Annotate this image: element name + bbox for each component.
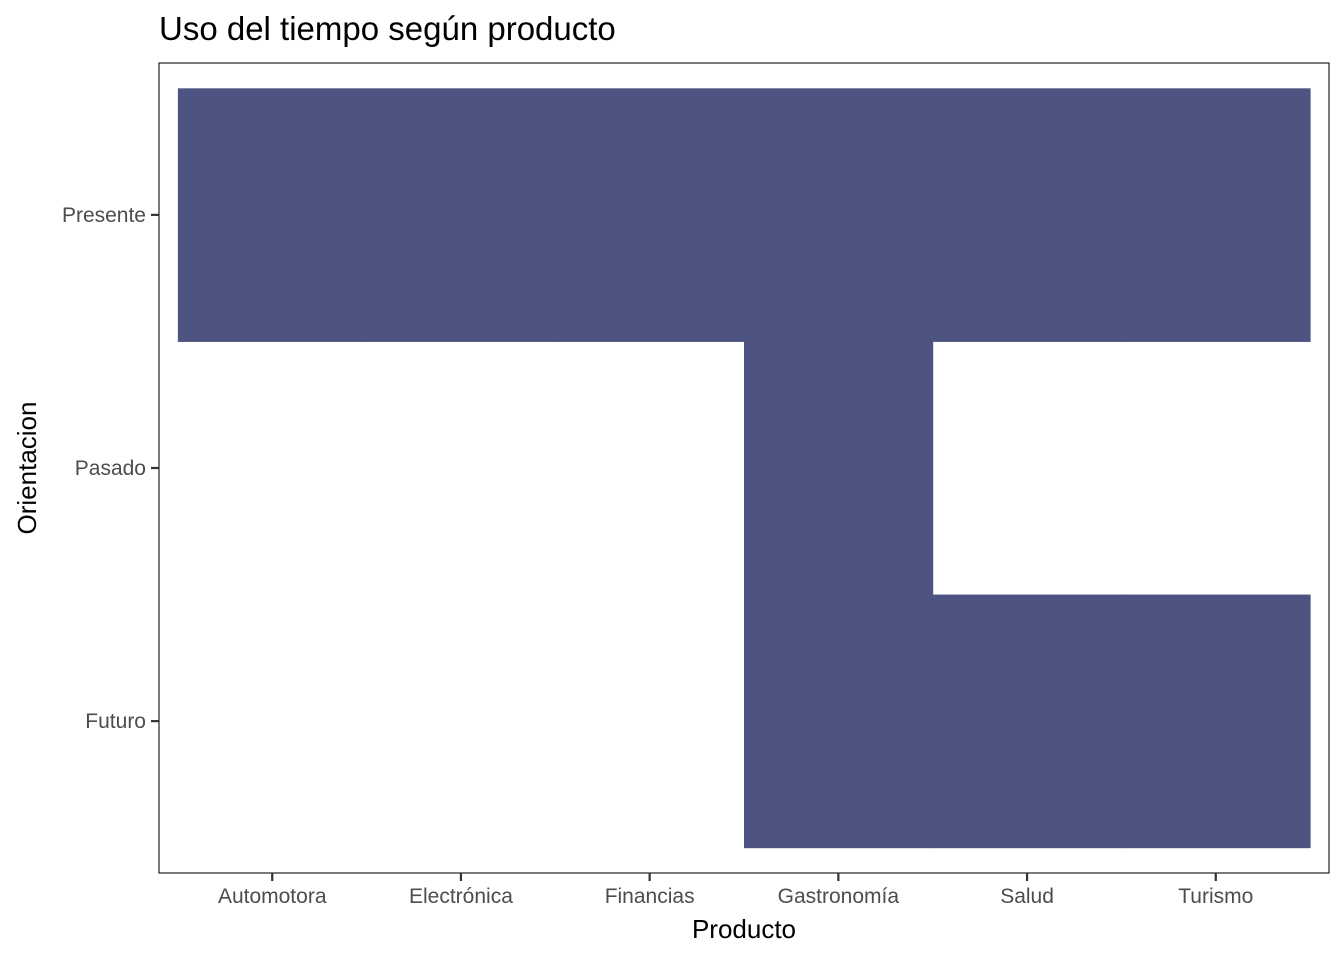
- x-tick-label-salud: Salud: [1000, 885, 1054, 908]
- tile-layer: [177, 88, 1311, 849]
- y-tick-label-futuro: Futuro: [85, 710, 146, 733]
- tile-electronica-presente: [366, 88, 556, 342]
- x-tick-label-electronica: Electrónica: [409, 885, 513, 908]
- y-tick-label-pasado: Pasado: [75, 457, 146, 480]
- tile-salud-futuro: [932, 594, 1122, 849]
- chart-title: Uso del tiempo según producto: [159, 10, 616, 47]
- tile-salud-presente: [932, 88, 1122, 342]
- tile-financias-presente: [555, 88, 745, 342]
- y-tick-label-presente: Presente: [62, 204, 146, 227]
- tile-automotora-presente: [177, 88, 368, 342]
- x-tick-label-financias: Financias: [605, 885, 695, 908]
- tile-turismo-futuro: [1121, 594, 1311, 849]
- x-tick-label-automotora: Automotora: [218, 885, 327, 908]
- y-axis-title: Orientacion: [12, 402, 42, 535]
- tile-gastronomia-presente: [744, 88, 934, 342]
- x-tick-label-gastronomia: Gastronomía: [778, 885, 900, 908]
- y-axis: Futuro Pasado Presente: [62, 204, 159, 733]
- x-axis: Automotora Electrónica Financias Gastronomí…: [218, 873, 1253, 908]
- tile-gastronomia-futuro: [744, 594, 934, 849]
- x-axis-title: Producto: [692, 914, 796, 944]
- tile-gastronomia-pasado: [744, 341, 934, 596]
- x-tick-label-turismo: Turismo: [1178, 885, 1253, 908]
- tile-turismo-presente: [1121, 88, 1311, 342]
